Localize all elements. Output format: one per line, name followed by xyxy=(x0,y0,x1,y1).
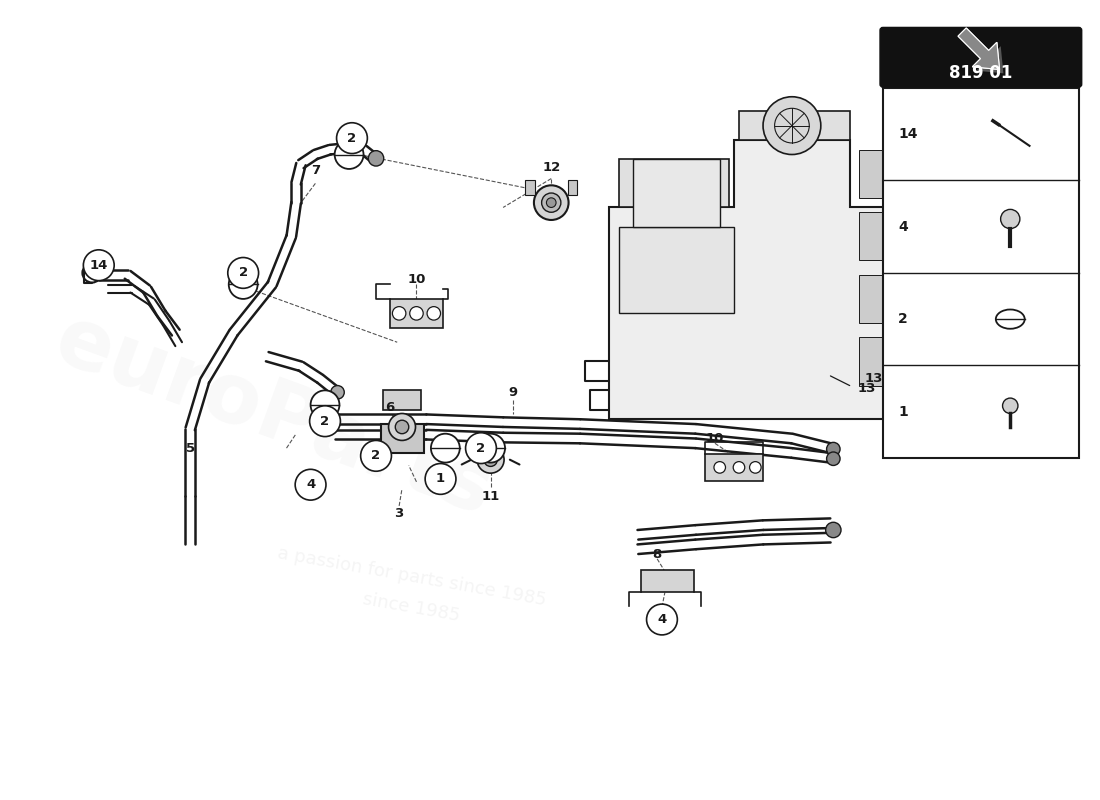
Circle shape xyxy=(331,386,344,399)
Polygon shape xyxy=(958,28,1000,70)
Circle shape xyxy=(734,462,745,473)
Text: 2: 2 xyxy=(899,312,909,326)
Bar xyxy=(888,338,912,386)
Text: 2: 2 xyxy=(239,266,248,279)
Text: 2: 2 xyxy=(348,132,356,145)
Bar xyxy=(381,424,425,453)
Circle shape xyxy=(534,186,569,220)
Bar xyxy=(859,150,883,198)
Text: 2: 2 xyxy=(320,414,330,428)
Text: 4: 4 xyxy=(658,613,667,626)
FancyBboxPatch shape xyxy=(880,27,1081,87)
Circle shape xyxy=(309,406,340,437)
Text: 14: 14 xyxy=(89,258,108,272)
Circle shape xyxy=(484,453,497,466)
Text: 6: 6 xyxy=(385,402,394,414)
Bar xyxy=(888,212,912,261)
Bar xyxy=(917,212,942,261)
Polygon shape xyxy=(609,140,956,419)
Circle shape xyxy=(295,470,326,500)
Text: 3: 3 xyxy=(395,507,404,520)
Polygon shape xyxy=(739,111,849,140)
Bar xyxy=(705,454,763,481)
Circle shape xyxy=(337,122,367,154)
Circle shape xyxy=(361,441,392,471)
Circle shape xyxy=(425,463,455,494)
Text: 10: 10 xyxy=(706,432,724,445)
Circle shape xyxy=(826,522,842,538)
Circle shape xyxy=(647,604,678,635)
Text: 14: 14 xyxy=(899,127,917,142)
Text: 2: 2 xyxy=(476,442,485,454)
Circle shape xyxy=(476,434,505,462)
Text: 10: 10 xyxy=(407,273,426,286)
Text: 13: 13 xyxy=(865,372,882,386)
Text: 5: 5 xyxy=(186,442,195,454)
Circle shape xyxy=(310,390,340,419)
Text: 13: 13 xyxy=(858,382,877,395)
Circle shape xyxy=(427,306,440,320)
Text: euroParts: euroParts xyxy=(44,298,504,532)
Text: 4: 4 xyxy=(899,220,909,234)
Text: 11: 11 xyxy=(482,490,499,502)
Circle shape xyxy=(541,193,561,212)
Text: 2: 2 xyxy=(372,450,381,462)
Circle shape xyxy=(228,258,258,288)
Bar xyxy=(888,275,912,323)
Bar xyxy=(859,275,883,323)
Circle shape xyxy=(409,306,424,320)
Circle shape xyxy=(1001,210,1020,229)
Bar xyxy=(917,338,942,386)
Circle shape xyxy=(826,452,840,466)
Bar xyxy=(859,338,883,386)
Circle shape xyxy=(229,270,257,299)
Circle shape xyxy=(393,306,406,320)
Text: 819 01: 819 01 xyxy=(949,65,1013,82)
Circle shape xyxy=(465,433,496,463)
Text: 12: 12 xyxy=(542,161,560,174)
Bar xyxy=(641,570,694,591)
Circle shape xyxy=(388,414,416,441)
Text: 1: 1 xyxy=(436,473,446,486)
Bar xyxy=(390,299,443,328)
Bar xyxy=(618,226,734,314)
Bar xyxy=(888,150,912,198)
Bar xyxy=(634,159,719,226)
Text: 1: 1 xyxy=(899,405,909,418)
Circle shape xyxy=(431,434,460,462)
Bar xyxy=(568,179,578,195)
Circle shape xyxy=(714,462,726,473)
Bar xyxy=(917,275,942,323)
Bar xyxy=(883,88,1079,458)
Circle shape xyxy=(1002,398,1018,414)
Polygon shape xyxy=(961,32,1003,74)
Bar xyxy=(917,150,942,198)
Circle shape xyxy=(749,462,761,473)
Text: 9: 9 xyxy=(508,386,517,398)
Circle shape xyxy=(477,446,504,473)
Circle shape xyxy=(763,97,821,154)
Bar xyxy=(859,212,883,261)
Text: a passion for parts since 1985: a passion for parts since 1985 xyxy=(276,545,548,610)
Circle shape xyxy=(826,442,840,456)
Circle shape xyxy=(368,150,384,166)
Circle shape xyxy=(395,420,409,434)
Text: since 1985: since 1985 xyxy=(362,590,462,626)
Text: 4: 4 xyxy=(306,478,316,491)
Text: 8: 8 xyxy=(652,547,662,561)
Circle shape xyxy=(334,140,363,169)
Circle shape xyxy=(547,198,557,207)
Text: 7: 7 xyxy=(311,164,320,178)
Bar xyxy=(526,179,535,195)
Bar xyxy=(383,390,421,410)
Circle shape xyxy=(84,250,114,281)
Polygon shape xyxy=(618,159,729,207)
